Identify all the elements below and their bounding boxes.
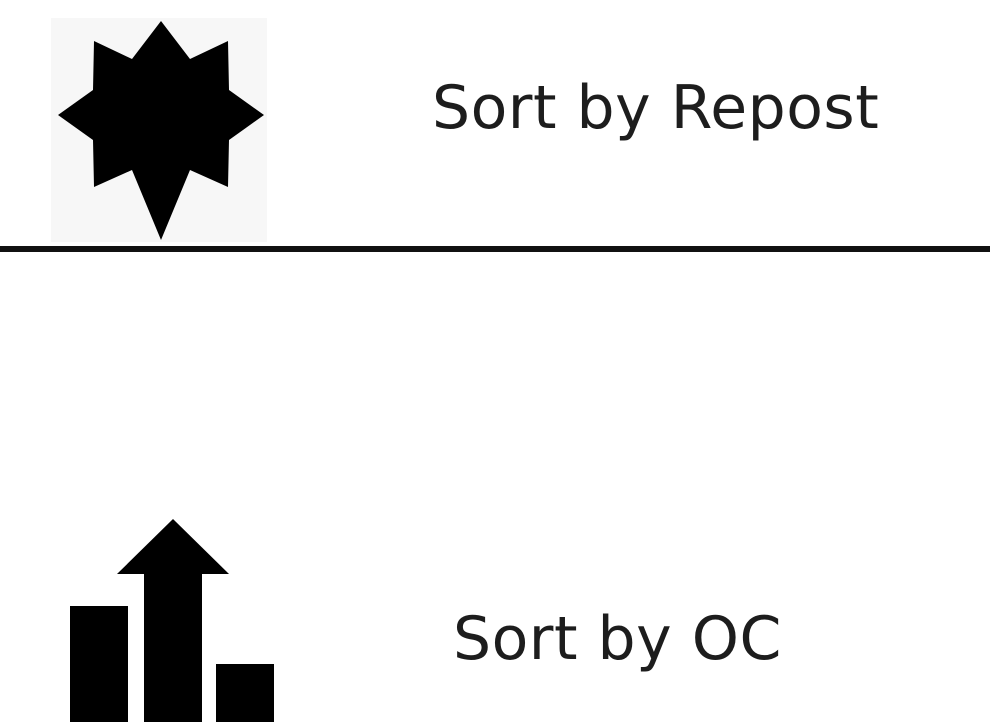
trending-bars-icon — [70, 518, 274, 722]
sort-by-repost-label: Sort by Repost — [432, 73, 880, 143]
sort-option-repost[interactable]: Sort by Repost — [0, 0, 990, 246]
star-badge-icon — [51, 18, 267, 242]
sort-option-oc[interactable]: Sort by OC — [0, 254, 990, 722]
section-divider — [0, 246, 990, 252]
sort-by-oc-label: Sort by OC — [453, 604, 782, 674]
